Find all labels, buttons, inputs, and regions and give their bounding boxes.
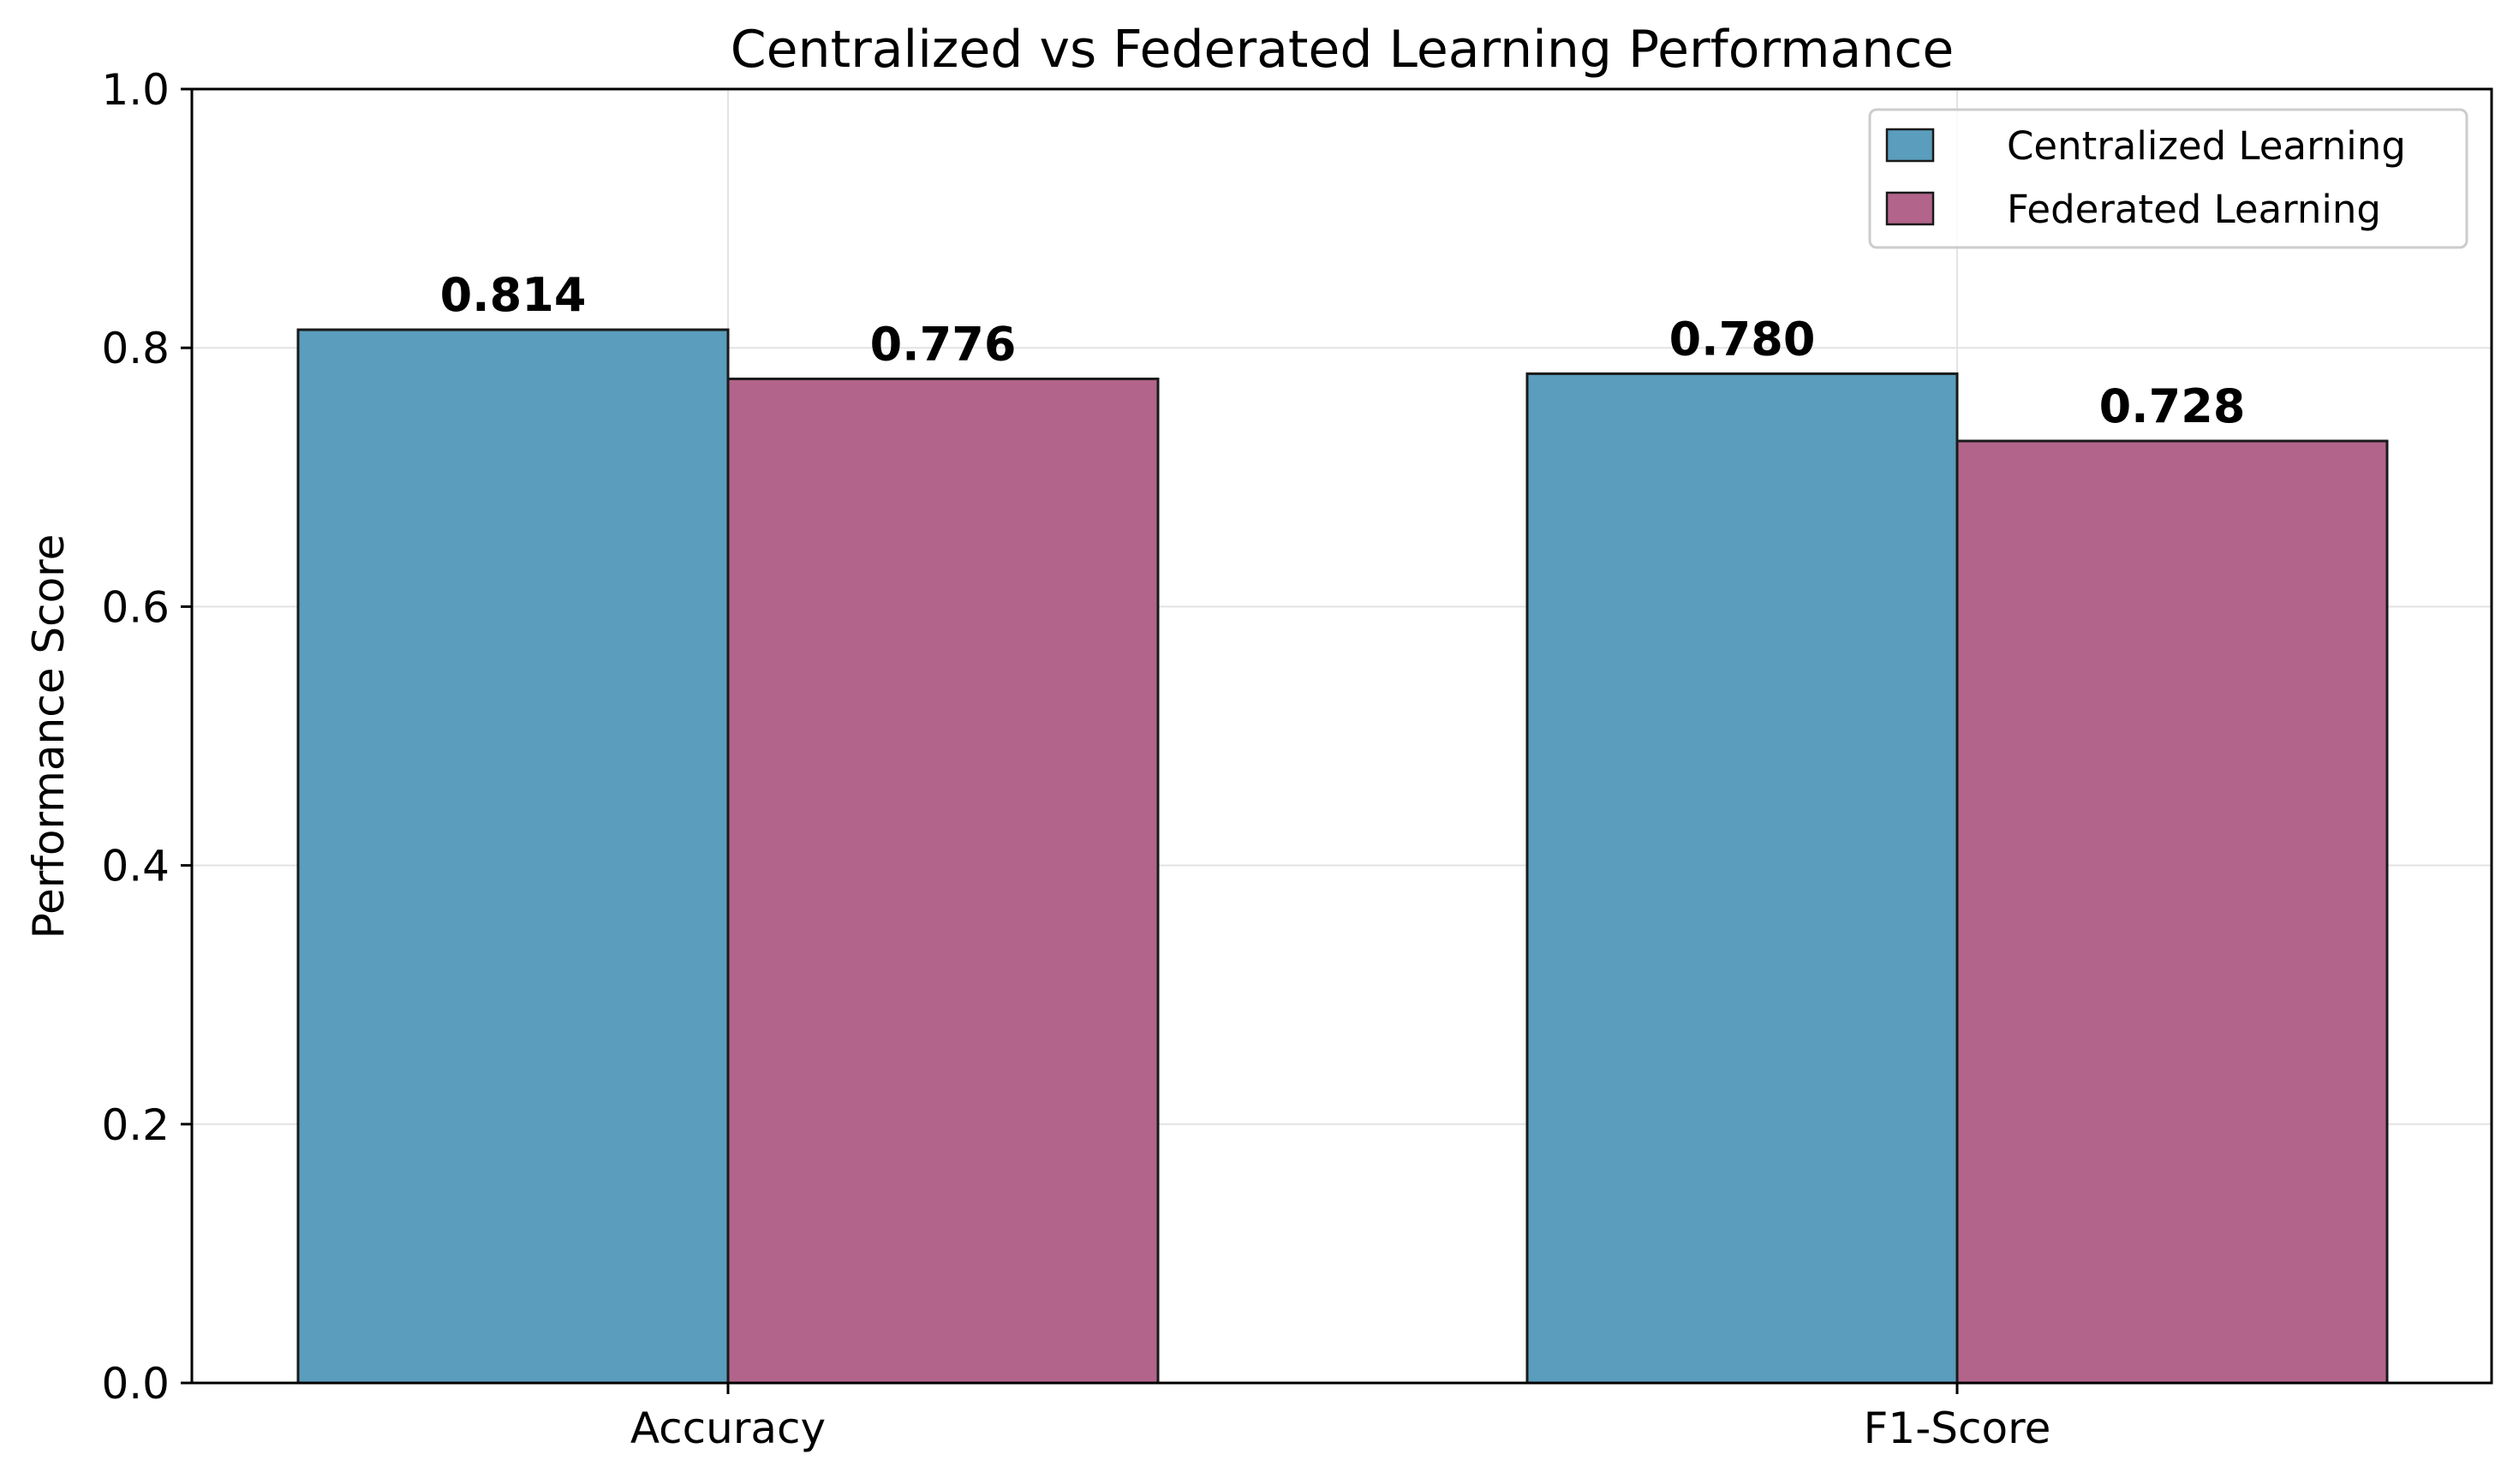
y-tick-label-0: 0.0	[101, 1359, 170, 1409]
bar-f1-score-centralized	[1525, 372, 1959, 1385]
bar-accuracy-federated	[726, 377, 1160, 1385]
legend-swatch-federated	[1885, 191, 1935, 226]
data-label-f1-score-centralized: 0.780	[1669, 312, 1816, 366]
data-label-accuracy-centralized: 0.814	[440, 268, 587, 322]
x-tick-label-0: Accuracy	[630, 1404, 826, 1453]
y-tick-label-3: 0.6	[101, 582, 170, 632]
data-labels: 0.814 0.776 0.780 0.728	[440, 268, 2246, 433]
bars	[296, 328, 2389, 1385]
y-tick-label-1: 0.2	[101, 1100, 170, 1150]
chart-title: Centralized vs Federated Learning Perfor…	[731, 20, 1955, 80]
legend-box	[1868, 108, 2468, 249]
legend: Centralized Learning Federated Learning	[1868, 108, 2468, 249]
legend-swatch-centralized	[1885, 128, 1935, 163]
legend-label-federated: Federated Learning	[2007, 187, 2381, 232]
x-axis-ticks: Accuracy F1-Score	[630, 1383, 2050, 1453]
data-label-f1-score-federated: 0.728	[2099, 379, 2246, 433]
y-axis-ticks: 0.0 0.2 0.4 0.6 0.8 1.0	[101, 65, 192, 1409]
x-tick-label-1: F1-Score	[1864, 1404, 2051, 1453]
data-label-accuracy-federated: 0.776	[870, 317, 1017, 371]
y-tick-label-2: 0.4	[101, 842, 170, 891]
y-tick-label-4: 0.8	[101, 324, 170, 373]
legend-label-centralized: Centralized Learning	[2007, 123, 2406, 169]
plot-frame	[190, 87, 2493, 1385]
bar-f1-score-federated	[1955, 439, 2389, 1385]
y-axis-label: Performance Score	[24, 534, 74, 939]
y-tick-label-5: 1.0	[101, 65, 170, 115]
bar-accuracy-centralized	[296, 328, 730, 1385]
